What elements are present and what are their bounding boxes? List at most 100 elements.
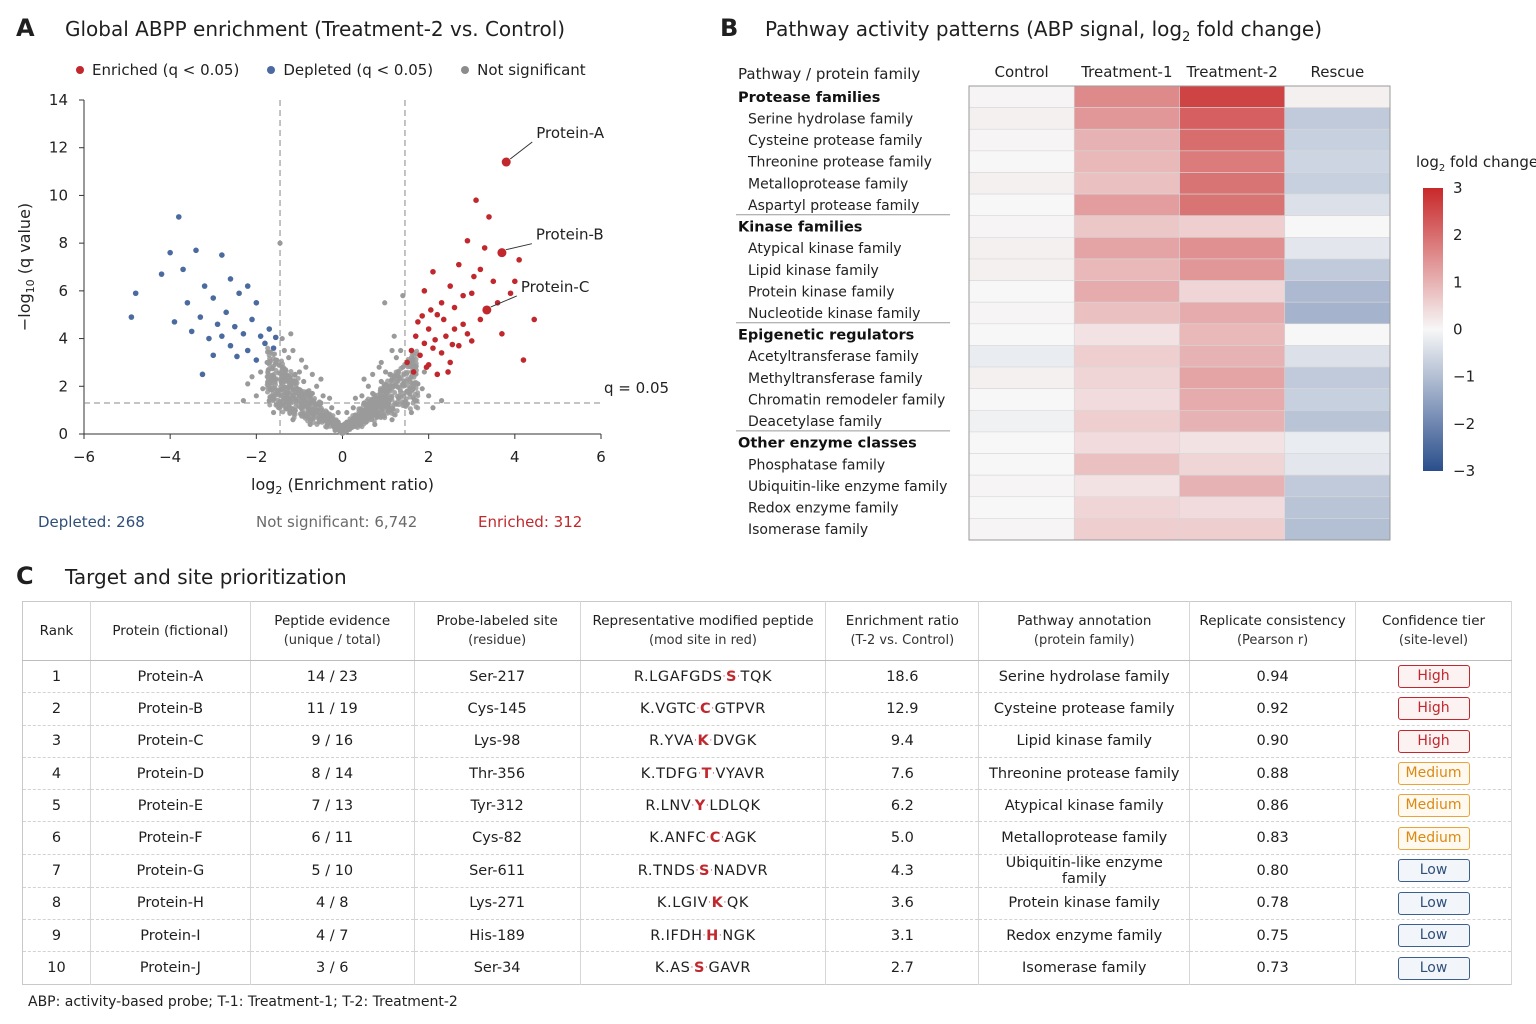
mod-site-marker: · xyxy=(722,671,727,682)
enriched-point xyxy=(430,345,436,351)
table-cell-protein: Protein-F xyxy=(90,821,251,855)
enriched-point xyxy=(415,319,421,325)
heatmap-cell xyxy=(1179,388,1286,411)
enriched-point xyxy=(404,359,410,366)
heatmap-row-label: Threonine protease family xyxy=(747,155,932,171)
not-significant-point xyxy=(329,420,335,426)
heatmap-cell xyxy=(968,85,1075,108)
not-significant-point xyxy=(270,396,276,402)
y-tick-label: 8 xyxy=(58,234,68,252)
not-significant-point xyxy=(318,376,324,382)
x-tick-label: 4 xyxy=(510,448,520,466)
not-significant-point xyxy=(317,415,323,421)
heatmap-cell xyxy=(1073,128,1180,152)
heatmap-cell xyxy=(1284,518,1391,541)
not-significant-point xyxy=(391,333,397,339)
peptide-suffix: TQK xyxy=(740,668,773,685)
heatmap-column-label: Treatment-2 xyxy=(1185,63,1277,81)
enriched-point xyxy=(531,316,538,323)
confidence-tier-cell: Medium xyxy=(1355,757,1512,791)
table-cell-ratio: 3.6 xyxy=(825,887,980,921)
legend-not-significant-label: Not significant xyxy=(477,61,586,79)
colorbar-tick-label: 2 xyxy=(1453,226,1463,244)
heatmap-cell xyxy=(968,301,1075,325)
heatmap-cell xyxy=(968,496,1075,519)
heatmap-cell xyxy=(1179,258,1286,281)
panel-c-letter: C xyxy=(16,562,34,590)
peptide-suffix: NGK xyxy=(722,927,756,944)
not-significant-point xyxy=(329,405,335,411)
not-significant-point xyxy=(290,417,296,423)
confidence-tier-badge: High xyxy=(1397,697,1470,721)
modified-residue: K xyxy=(711,895,724,912)
table-cell-pathway: Ubiquitin-like enzyme family xyxy=(978,854,1191,888)
table-cell-r: 0.78 xyxy=(1189,887,1357,921)
table-cell-pathway: Redox enzyme family xyxy=(978,919,1191,953)
enriched-point xyxy=(412,333,419,339)
enriched-point xyxy=(410,369,417,375)
depleted-point xyxy=(171,319,178,325)
not-significant-point xyxy=(283,395,290,401)
enriched-point xyxy=(473,197,479,203)
heatmap-row-label: Nucleotide kinase family xyxy=(748,306,920,322)
x-tick-label: 2 xyxy=(424,448,434,466)
table-cell-evidence: 4 / 7 xyxy=(250,919,415,953)
table-cell-site: Tyr-312 xyxy=(414,789,581,823)
table-row: 8 Protein-H 4 / 8 Lys-271 K.LGIV·K·QK 3.6 Prot… xyxy=(22,887,1512,921)
table-header-cell: Peptide evidence (unique / total) xyxy=(250,601,415,661)
table-cell-site: Lys-271 xyxy=(414,887,581,921)
heatmap-cell xyxy=(968,431,1075,454)
not-significant-point xyxy=(363,419,369,425)
depleted-point xyxy=(234,353,240,360)
heatmap-cell xyxy=(1179,453,1286,476)
heatmap-cell xyxy=(1284,496,1391,519)
not-significant-point xyxy=(309,371,315,377)
heatmap-cell xyxy=(968,172,1075,195)
peptide-suffix: QK xyxy=(726,895,750,912)
heatmap-row-label: Acetyltransferase family xyxy=(748,349,919,365)
not-significant-point xyxy=(389,347,395,354)
heatmap-row-label: Ubiquitin-like enzyme family xyxy=(748,479,947,495)
modified-peptide: R.TNDS·S·NADVR xyxy=(638,863,769,879)
heatmap-row-label: Atypical kinase family xyxy=(748,241,902,257)
not-significant-point xyxy=(313,402,319,408)
not-significant-point xyxy=(260,386,266,392)
table-cell-evidence: 8 / 14 xyxy=(250,757,415,791)
confidence-tier-badge: Low xyxy=(1397,859,1470,883)
not-significant-point xyxy=(265,371,271,377)
not-significant-point xyxy=(395,395,402,401)
not-significant-point xyxy=(380,412,387,418)
table-header-main: Representative modified peptide xyxy=(592,613,814,629)
not-significant-point xyxy=(365,383,371,389)
peptide-cell: R.IFDH·H·NGK xyxy=(580,919,827,953)
enriched-point xyxy=(520,357,527,363)
not-significant-point xyxy=(339,429,346,435)
y-tick-label: 0 xyxy=(58,425,68,443)
labeled-protein-label: Protein-A xyxy=(536,124,605,142)
not-significant-point xyxy=(387,393,393,399)
table-cell-evidence: 9 / 16 xyxy=(250,725,415,758)
mod-site-marker: · xyxy=(696,703,700,714)
heatmap-cell xyxy=(1073,85,1180,108)
not-significant-points xyxy=(240,240,445,437)
not-significant-point xyxy=(298,412,305,418)
table-cell-r: 0.75 xyxy=(1189,919,1357,953)
not-significant-point xyxy=(335,419,341,425)
not-significant-point xyxy=(324,421,331,428)
peptide-prefix: K.ANFC xyxy=(649,830,707,847)
not-significant-point xyxy=(404,371,410,377)
table-cell-rank: 4 xyxy=(22,757,91,791)
heatmap-border xyxy=(968,85,1391,541)
modified-peptide: K.LGIV·K·QK xyxy=(657,895,749,911)
not-significant-point xyxy=(264,359,270,366)
table-cell-r: 0.92 xyxy=(1189,692,1357,726)
colorbar-tick-label: 1 xyxy=(1453,273,1463,291)
not-significant-point xyxy=(359,393,365,399)
not-significant-point xyxy=(386,398,392,404)
not-significant-point xyxy=(408,374,415,380)
table-header-cell: Confidence tier (site-level) xyxy=(1355,601,1512,661)
not-significant-point xyxy=(286,401,292,407)
enriched-point xyxy=(408,347,415,354)
depleted-point xyxy=(167,249,173,256)
not-significant-point xyxy=(385,386,391,392)
